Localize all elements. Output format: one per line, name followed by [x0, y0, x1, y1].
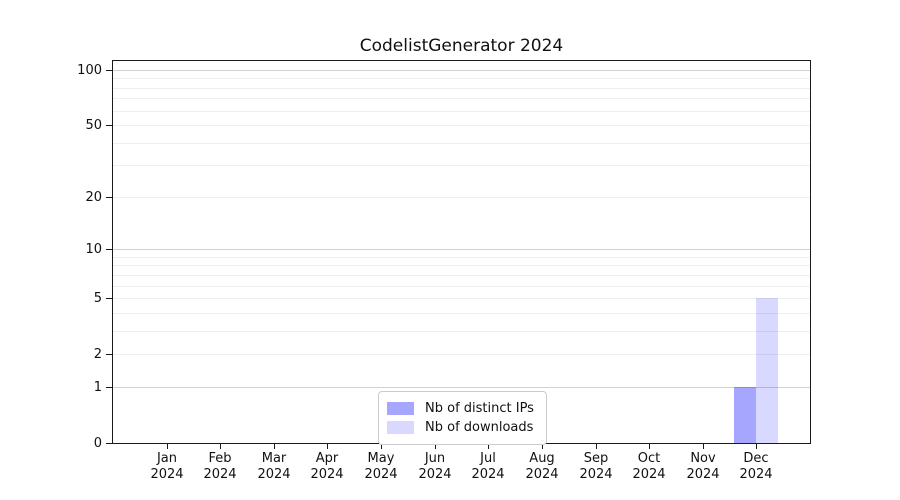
x-tick — [167, 444, 168, 449]
bar-downloads-dec-2024 — [756, 298, 778, 443]
x-tick-label: Oct 2024 — [632, 451, 666, 482]
x-tick-label: Aug 2024 — [525, 451, 559, 482]
x-tick-label: Sep 2024 — [579, 451, 613, 482]
x-tick — [274, 444, 275, 449]
x-tick — [327, 444, 328, 449]
gridline-minor — [113, 197, 810, 198]
x-tick — [381, 444, 382, 449]
plot-area — [112, 60, 811, 444]
x-tick-label: Jan 2024 — [150, 451, 184, 482]
x-tick — [596, 444, 597, 449]
y-tick-label: 100 — [77, 63, 102, 78]
legend-item-distinct-ips: Nb of distinct IPs — [387, 400, 534, 417]
x-tick — [756, 444, 757, 449]
x-tick-label: Dec 2024 — [739, 451, 773, 482]
y-tick — [106, 70, 112, 71]
legend-swatch-distinct-ips — [387, 402, 414, 415]
y-tick — [106, 197, 112, 198]
y-tick-label: 10 — [85, 242, 102, 257]
x-tick-label: Nov 2024 — [686, 451, 720, 482]
x-tick-label: Jul 2024 — [471, 451, 505, 482]
gridline-minor — [113, 354, 810, 355]
gridline-minor — [113, 111, 810, 112]
y-tick — [106, 443, 112, 444]
y-tick — [106, 249, 112, 250]
gridline-major — [113, 387, 810, 388]
gridline-minor — [113, 313, 810, 314]
legend: Nb of distinct IPs Nb of downloads — [378, 391, 547, 445]
gridline-minor — [113, 275, 810, 276]
legend-label-downloads: Nb of downloads — [425, 420, 534, 435]
gridline-minor — [113, 331, 810, 332]
x-tick-label: Jun 2024 — [418, 451, 452, 482]
y-tick-label: 0 — [93, 436, 102, 451]
x-tick — [220, 444, 221, 449]
x-tick — [703, 444, 704, 449]
legend-label-distinct-ips: Nb of distinct IPs — [425, 401, 534, 416]
bar-distinct-ips-dec-2024 — [734, 387, 756, 443]
x-tick — [435, 444, 436, 449]
x-tick-label: Feb 2024 — [203, 451, 237, 482]
gridline-minor — [113, 165, 810, 166]
chart-title: CodelistGenerator 2024 — [359, 36, 564, 56]
gridline-minor — [113, 257, 810, 258]
x-tick — [649, 444, 650, 449]
y-tick-label: 50 — [85, 118, 102, 133]
gridline-minor — [113, 286, 810, 287]
y-tick — [106, 354, 112, 355]
y-tick — [106, 387, 112, 388]
x-tick — [488, 444, 489, 449]
gridline-minor — [113, 125, 810, 126]
y-tick — [106, 125, 112, 126]
y-tick-label: 5 — [93, 291, 102, 306]
x-tick — [542, 444, 543, 449]
y-tick-label: 1 — [93, 380, 102, 395]
legend-item-downloads: Nb of downloads — [387, 419, 534, 436]
y-tick — [106, 298, 112, 299]
gridline-minor — [113, 88, 810, 89]
gridline-major — [113, 249, 810, 250]
x-tick-label: Apr 2024 — [310, 451, 344, 482]
y-tick-label: 20 — [85, 190, 102, 205]
x-tick-label: Mar 2024 — [257, 451, 291, 482]
gridline-minor — [113, 143, 810, 144]
gridline-minor — [113, 98, 810, 99]
gridline-minor — [113, 265, 810, 266]
x-tick-label: May 2024 — [364, 451, 398, 482]
gridline-minor — [113, 78, 810, 79]
y-tick-label: 2 — [93, 347, 102, 362]
legend-swatch-downloads — [387, 421, 414, 434]
gridline-minor — [113, 298, 810, 299]
gridline-major — [113, 70, 810, 71]
